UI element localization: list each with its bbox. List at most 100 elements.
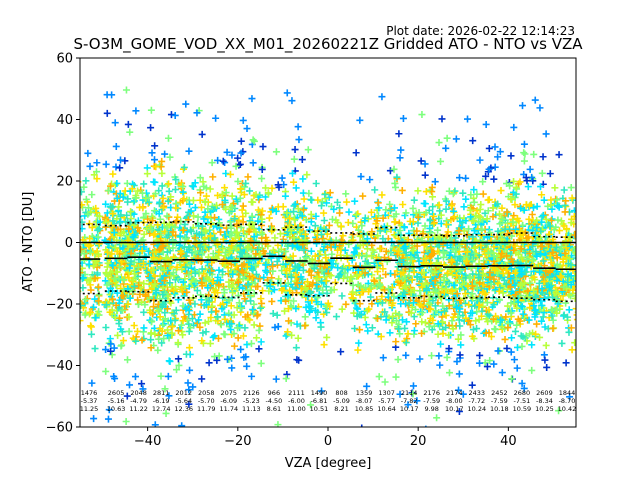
data-point [95, 291, 103, 299]
data-point [179, 331, 187, 339]
data-point [430, 220, 438, 228]
data-point [152, 287, 160, 295]
data-point [513, 215, 521, 223]
bin-count: 1476 [81, 389, 98, 397]
data-point [513, 304, 521, 312]
data-point [270, 286, 278, 294]
data-point [166, 221, 174, 229]
data-point [320, 341, 328, 349]
data-point [169, 269, 177, 277]
data-point [244, 281, 252, 289]
data-point [159, 242, 167, 250]
data-point [562, 240, 570, 248]
data-point [338, 305, 346, 313]
data-point [313, 275, 321, 283]
bin-count: 1844 [559, 389, 576, 397]
data-point [129, 276, 137, 284]
data-point [311, 222, 319, 230]
data-point [526, 165, 534, 173]
data-point [299, 206, 307, 214]
data-point [202, 227, 210, 235]
data-point [510, 356, 518, 364]
data-point [116, 190, 124, 198]
data-point [452, 285, 460, 293]
data-point [490, 315, 498, 323]
data-point [222, 205, 230, 213]
data-point [344, 219, 352, 227]
data-point [254, 217, 262, 225]
data-point [273, 311, 281, 319]
data-point [186, 200, 194, 208]
data-point [338, 265, 346, 273]
data-point [397, 146, 405, 154]
data-point [140, 308, 148, 316]
data-point [573, 314, 576, 316]
data-point [286, 265, 294, 273]
data-point [299, 175, 307, 183]
data-point [405, 299, 413, 307]
data-point [281, 307, 289, 315]
data-point [494, 227, 502, 235]
data-point [223, 355, 231, 363]
data-point [253, 312, 261, 320]
data-point [87, 323, 95, 331]
data-point [498, 204, 506, 212]
data-point [359, 192, 367, 200]
bin-std: 10.64 [377, 405, 396, 413]
data-point [266, 282, 274, 290]
data-point [126, 294, 134, 302]
data-point [368, 324, 376, 332]
data-point [397, 279, 405, 287]
data-point [388, 283, 396, 291]
data-point [194, 213, 202, 221]
data-point [386, 329, 394, 337]
data-point [125, 286, 133, 294]
data-point [489, 204, 497, 212]
data-point [80, 301, 82, 304]
bin-mean: -5.77 [378, 397, 395, 405]
data-point [366, 262, 374, 270]
data-point [494, 200, 502, 208]
data-point [396, 227, 404, 235]
data-point [487, 333, 495, 341]
data-point [485, 306, 493, 314]
data-point [80, 183, 88, 191]
data-point [161, 262, 169, 270]
data-point [533, 320, 541, 328]
data-point [268, 227, 276, 235]
data-point [174, 355, 182, 363]
data-point [320, 246, 328, 254]
data-point [399, 269, 407, 277]
data-point [171, 316, 179, 324]
data-point [196, 310, 204, 318]
data-point [93, 269, 101, 277]
bin-std: 10.51 [310, 405, 329, 413]
data-point [433, 414, 441, 422]
data-point [185, 327, 193, 335]
data-point [496, 316, 504, 324]
data-point [240, 191, 248, 199]
data-point [367, 252, 375, 260]
data-point [507, 275, 515, 283]
data-point [250, 321, 258, 329]
data-point [513, 364, 521, 372]
data-point [386, 296, 394, 304]
bin-mean: -5.37 [81, 397, 98, 405]
data-point [456, 322, 464, 330]
bin-mean: -5.09 [333, 397, 350, 405]
data-point [320, 209, 328, 217]
data-point [518, 342, 526, 350]
data-point [243, 362, 251, 370]
x-tick-label: 40 [500, 434, 517, 449]
data-point [254, 206, 262, 214]
data-point [255, 240, 263, 248]
data-point [409, 382, 417, 390]
data-point [442, 285, 450, 293]
data-point [169, 244, 177, 252]
data-point [81, 296, 89, 304]
data-point [160, 266, 168, 274]
data-point [345, 208, 353, 216]
bin-count: 2609 [536, 389, 553, 397]
data-point [572, 254, 576, 262]
data-point [452, 135, 460, 143]
